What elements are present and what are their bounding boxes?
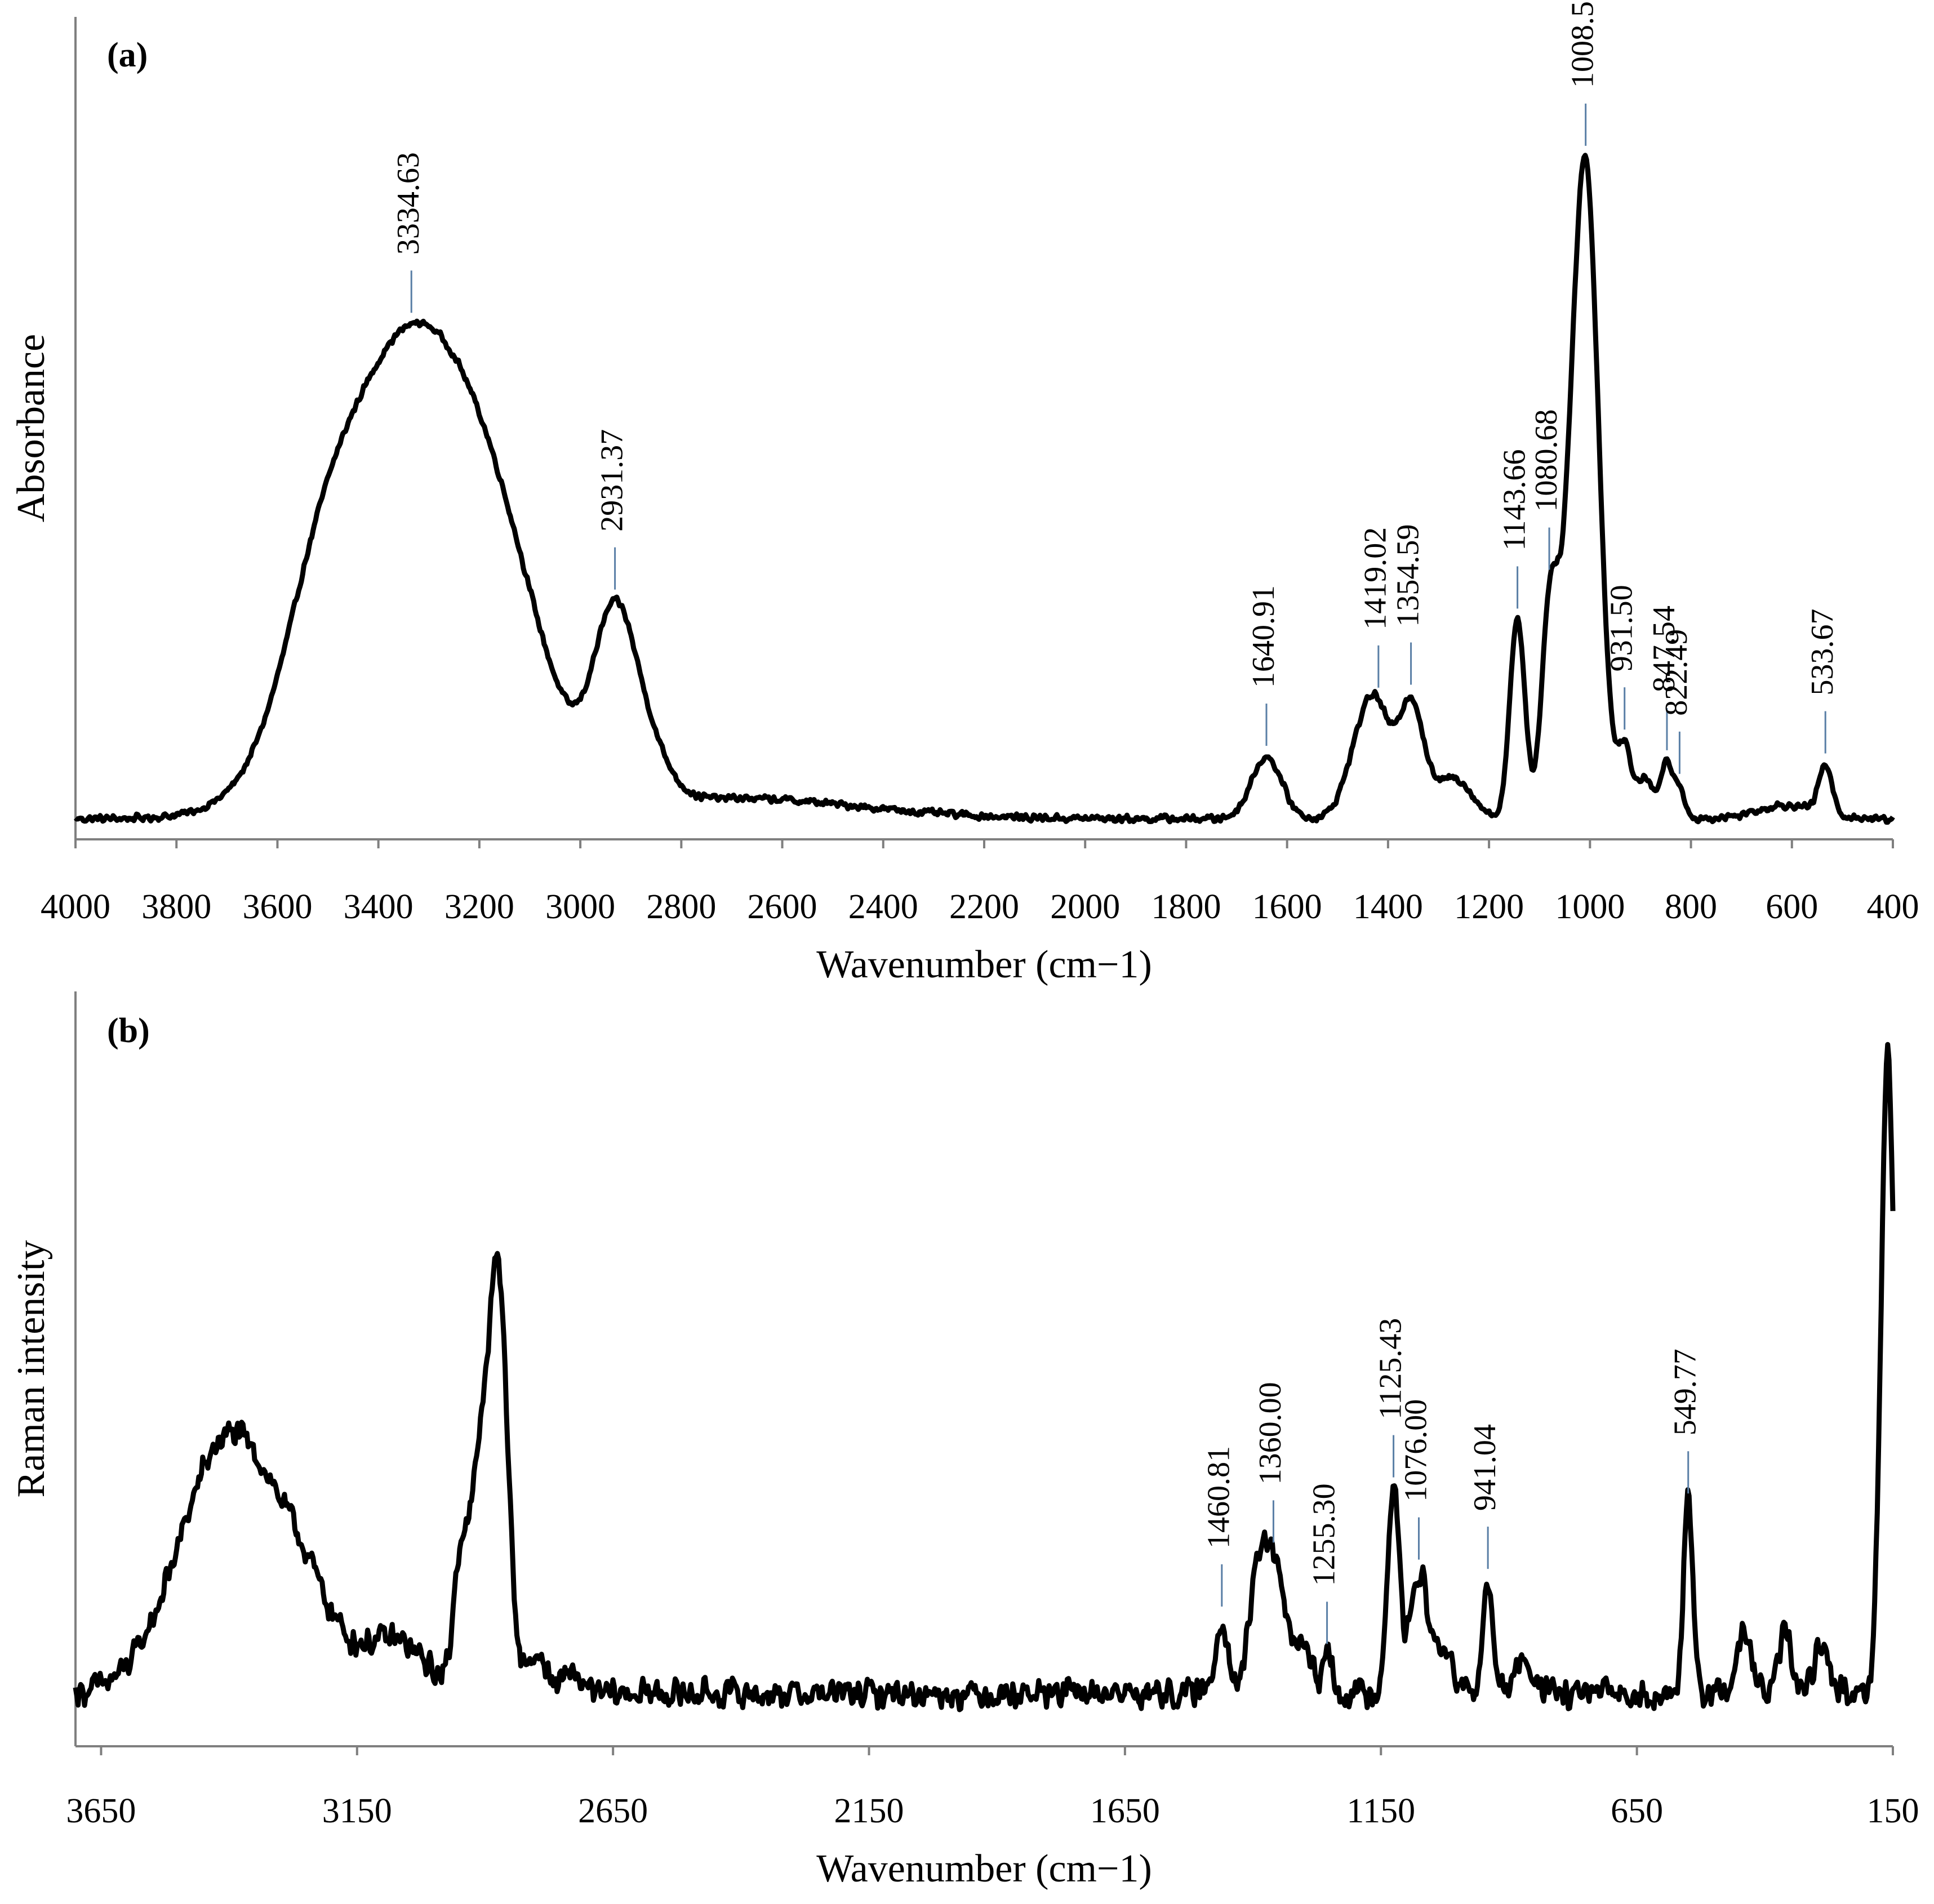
peak-label: 1360.00 [1253, 1382, 1288, 1484]
x-axis-title: Wavenumber (cm−1) [816, 1847, 1152, 1890]
x-tick-label: 2600 [748, 888, 817, 926]
x-tick-label: 150 [1867, 1792, 1919, 1830]
peak-label: 1255.30 [1306, 1483, 1341, 1586]
x-tick-label: 2000 [1050, 888, 1120, 926]
x-tick-label: 1400 [1353, 888, 1423, 926]
panel-label: (a) [107, 36, 148, 74]
x-tick-label: 1150 [1346, 1792, 1415, 1830]
peak-label: 533.67 [1805, 608, 1840, 695]
x-tick-label: 3200 [444, 888, 514, 926]
ftir-panel: (a) Absorbance Wavenumber (cm−1) 4000 380… [10, 0, 1919, 986]
x-tick-label: 3000 [545, 888, 615, 926]
x-tick-label: 2200 [949, 888, 1019, 926]
y-axis-title: Absorbance [10, 334, 53, 522]
x-tick-label: 650 [1611, 1792, 1663, 1830]
peak-label: 3334.63 [391, 152, 426, 255]
raman-panel: (b) Raman intensity Wavenumber (cm−1) 36… [10, 991, 1919, 1890]
y-axis-title: Raman intensity [10, 1240, 53, 1498]
peak-label: 1080.68 [1529, 409, 1564, 511]
x-axis-title: Wavenumber (cm−1) [816, 943, 1152, 986]
peak-label: 822.49 [1659, 629, 1694, 716]
x-tick-label: 2150 [834, 1792, 904, 1830]
x-tick-label: 400 [1867, 888, 1919, 926]
x-tick-label: 1600 [1252, 888, 1322, 926]
x-tick-label: 1650 [1090, 1792, 1160, 1830]
peak-label: 1460.81 [1202, 1446, 1237, 1549]
x-ticks [100, 1746, 1894, 1755]
x-tick-label: 3400 [344, 888, 414, 926]
peak-label: 931.50 [1604, 585, 1639, 671]
x-tick-label: 2400 [848, 888, 918, 926]
x-tick-label: 1800 [1151, 888, 1221, 926]
x-tick-labels: 4000 3800 3600 3400 3200 3000 2800 2600 2400 2200… [41, 888, 1919, 926]
peak-label: 2931.37 [594, 429, 629, 532]
x-tick-label: 2650 [578, 1792, 648, 1830]
x-tick-label: 2800 [646, 888, 716, 926]
x-tick-label: 4000 [41, 888, 110, 926]
peak-label: 549.77 [1668, 1349, 1703, 1435]
x-tick-label: 600 [1766, 888, 1818, 926]
peak-label: 1640.91 [1246, 585, 1281, 688]
ftir-spectrum-line [73, 153, 1895, 825]
peak-label: 1125.43 [1373, 1318, 1408, 1420]
x-tick-label: 3600 [242, 888, 312, 926]
peak-label: 1076.00 [1398, 1399, 1433, 1502]
panel-label: (b) [107, 1012, 150, 1050]
peak-label: 1143.66 [1497, 449, 1532, 550]
x-tick-label: 3800 [141, 888, 211, 926]
peak-label: 1419.02 [1358, 527, 1393, 630]
x-tick-label: 3150 [322, 1792, 392, 1830]
peak-label: 941.04 [1468, 1424, 1502, 1511]
peak-label: 1354.59 [1390, 524, 1425, 627]
peak-label: 1008.56 [1566, 0, 1600, 88]
peak-label: 847.54 [1647, 606, 1682, 692]
x-tick-label: 3650 [66, 1792, 136, 1830]
raman-spectrum-line [73, 1042, 1896, 1712]
x-tick-label: 800 [1665, 888, 1717, 926]
x-tick-label: 1200 [1454, 888, 1524, 926]
x-tick-labels: 3650 3150 2650 2150 1650 1150 650 150 [66, 1792, 1919, 1830]
x-ticks [74, 839, 1894, 848]
x-tick-label: 1000 [1555, 888, 1625, 926]
